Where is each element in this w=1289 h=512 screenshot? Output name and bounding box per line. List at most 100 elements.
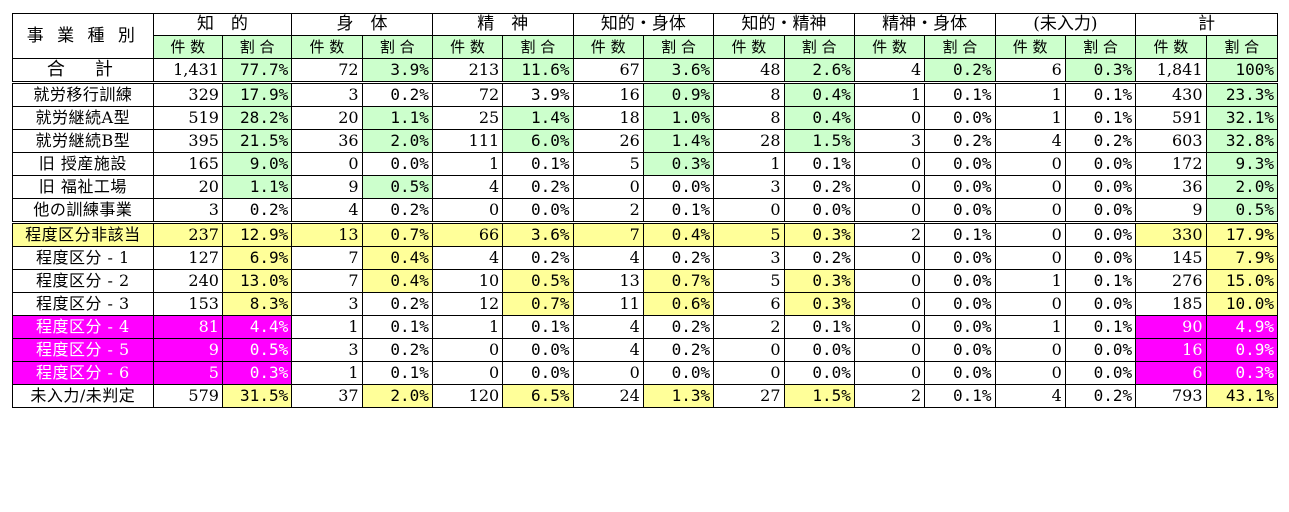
ratio-cell: 0.2%: [361, 198, 433, 223]
count-cell: 0: [994, 221, 1066, 247]
count-cell: 13: [291, 221, 363, 247]
row-label: 合 計: [12, 58, 154, 83]
table-row: 就労移行訓練 329 17.9% 3 0.2% 72 3.9% 16 0.9% 8 0.4% 1 0.1…: [12, 81, 1278, 107]
ratio-cell: 0.2%: [361, 338, 433, 362]
ratio-cell: 0.4%: [783, 81, 855, 107]
count-cell: 66: [431, 221, 504, 247]
ratio-cell: 0.0%: [924, 175, 996, 199]
count-cell: 0: [431, 338, 504, 362]
count-cell: 37: [291, 384, 363, 408]
ratio-cell: 11.6%: [502, 58, 574, 83]
ratio-cell: 2.6%: [783, 58, 855, 83]
count-cell: 4: [994, 129, 1066, 153]
ratio-cell: 0.1%: [361, 361, 433, 385]
ratio-cell: 0.1%: [361, 315, 433, 339]
ratio-cell: 0.2%: [361, 81, 433, 107]
ratio-cell: 0.1%: [1064, 315, 1137, 339]
count-cell: 0: [572, 175, 644, 199]
subheader-ratio: 割 合: [502, 35, 574, 59]
count-cell: 591: [1135, 106, 1207, 130]
count-cell: 0: [853, 198, 926, 223]
count-cell: 16: [1135, 338, 1207, 362]
ratio-cell: 0.5%: [361, 175, 433, 199]
table-row: 就労継続A型 519 28.2% 20 1.1% 25 1.4% 18 1.0% 8 0.4% 0 0.…: [12, 106, 1278, 130]
count-cell: 7: [291, 269, 363, 293]
group-header-intellectual: 知 的: [152, 13, 293, 36]
ratio-cell: 3.6%: [642, 58, 715, 83]
row-label: 程度区分 - 2: [12, 269, 154, 293]
subheader-ratio: 割 合: [1205, 35, 1278, 59]
ratio-cell: 0.0%: [502, 361, 574, 385]
count-cell: 26: [572, 129, 644, 153]
count-cell: 111: [431, 129, 504, 153]
count-cell: 793: [1135, 384, 1207, 408]
subheader-count: 件 数: [431, 35, 504, 59]
total-row: 合 計 1,431 77.7% 72 3.9% 213 11.6% 67 3.6% 48 2.6% 4…: [12, 58, 1278, 83]
count-cell: 6: [1135, 361, 1207, 385]
count-cell: 0: [994, 338, 1066, 362]
statistics-table: 事 業 種 別 知 的 身 体 精 神 知的・身体 知的・精神 精神・身体 (未…: [12, 13, 1278, 408]
count-cell: 1: [291, 361, 363, 385]
ratio-cell: 17.9%: [1205, 221, 1278, 247]
row-label: 程度区分 - 6: [12, 361, 154, 385]
count-cell: 0: [994, 175, 1066, 199]
count-cell: 127: [152, 246, 223, 270]
ratio-cell: 1.5%: [783, 129, 855, 153]
count-cell: 2: [853, 384, 926, 408]
ratio-cell: 0.2%: [924, 58, 996, 83]
ratio-cell: 0.2%: [783, 175, 855, 199]
subheader-count: 件 数: [291, 35, 363, 59]
count-cell: 27: [713, 384, 785, 408]
count-cell: 0: [431, 198, 504, 223]
count-cell: 0: [853, 338, 926, 362]
count-cell: 0: [853, 315, 926, 339]
table-row: 程度区分 - 6 5 0.3% 1 0.1% 0 0.0% 0 0.0% 0 0.0% 0 0.0% 0 0…: [12, 361, 1278, 385]
group-header-intellectual-physical: 知的・身体: [572, 13, 715, 36]
count-cell: 0: [853, 106, 926, 130]
statistics-table-container: 事 業 種 別 知 的 身 体 精 神 知的・身体 知的・精神 精神・身体 (未…: [12, 13, 1278, 495]
category-header: 事 業 種 別: [12, 13, 154, 59]
ratio-cell: 0.0%: [642, 361, 715, 385]
ratio-cell: 1.5%: [783, 384, 855, 408]
ratio-cell: 0.2%: [642, 315, 715, 339]
count-cell: 329: [152, 81, 223, 107]
ratio-cell: 100%: [1205, 58, 1278, 83]
count-cell: 8: [713, 106, 785, 130]
count-cell: 3: [291, 81, 363, 107]
ratio-cell: 3.9%: [502, 81, 574, 107]
ratio-cell: 0.1%: [783, 152, 855, 176]
subheader-count: 件 数: [152, 35, 223, 59]
count-cell: 0: [994, 198, 1066, 223]
ratio-cell: 0.3%: [642, 152, 715, 176]
count-cell: 153: [152, 292, 223, 316]
count-cell: 3: [291, 338, 363, 362]
count-cell: 0: [853, 246, 926, 270]
count-cell: 1: [994, 81, 1066, 107]
ratio-cell: 0.1%: [1064, 269, 1137, 293]
table-row: 就労継続B型 395 21.5% 36 2.0% 111 6.0% 26 1.4% 28 1.5% 3…: [12, 129, 1278, 153]
count-cell: 330: [1135, 221, 1207, 247]
count-cell: 7: [291, 246, 363, 270]
ratio-cell: 23.3%: [1205, 81, 1278, 107]
count-cell: 4: [431, 246, 504, 270]
ratio-cell: 0.1%: [783, 315, 855, 339]
ratio-cell: 0.0%: [924, 106, 996, 130]
ratio-cell: 0.2%: [1064, 384, 1137, 408]
count-cell: 6: [713, 292, 785, 316]
count-cell: 4: [994, 384, 1066, 408]
ratio-cell: 12.9%: [221, 221, 293, 247]
count-cell: 9: [152, 338, 223, 362]
ratio-cell: 0.3%: [1205, 361, 1278, 385]
count-cell: 0: [853, 175, 926, 199]
ratio-cell: 1.1%: [361, 106, 433, 130]
ratio-cell: 0.1%: [1064, 106, 1137, 130]
ratio-cell: 2.0%: [361, 129, 433, 153]
ratio-cell: 0.6%: [642, 292, 715, 316]
count-cell: 0: [994, 152, 1066, 176]
count-cell: 579: [152, 384, 223, 408]
ratio-cell: 31.5%: [221, 384, 293, 408]
ratio-cell: 0.4%: [361, 269, 433, 293]
table-row: 旧 授産施設 165 9.0% 0 0.0% 1 0.1% 5 0.3% 1 0.1% 0 0.0% 0 0…: [12, 152, 1278, 176]
count-cell: 0: [994, 292, 1066, 316]
group-header-not-entered: (未入力): [994, 13, 1137, 36]
